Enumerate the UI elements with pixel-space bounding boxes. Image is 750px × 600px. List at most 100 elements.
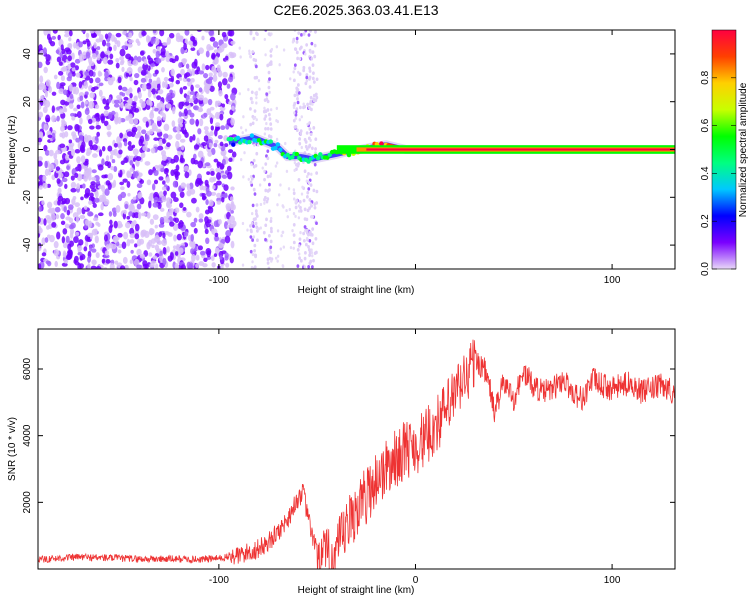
spectrogram-noise-cell [204,162,211,167]
spectrogram-noise-cell [254,217,257,221]
spectrogram-noise-cell [141,83,147,92]
spectrogram-noise-cell [151,124,158,132]
spectrogram-noise-cell [140,152,146,159]
spectrogram-noise-cell [128,118,135,125]
spectrogram-noise-cell [269,226,273,231]
spectrogram-noise-cell [105,155,110,162]
spectrogram-noise-cell [165,178,170,183]
spectrogram-noise-cell [110,166,115,171]
spectrogram-noise-cell [79,134,84,142]
spectrogram-noise-cell [129,167,134,173]
spectrogram-noise-cell [43,30,48,36]
spectrogram-noise-cell [267,112,271,117]
spectrogram-noise-cell [262,109,266,114]
spectrogram-noise-cell [208,142,213,148]
spectrogram-noise-cell [307,171,310,176]
spectrogram-noise-cell [309,183,313,187]
spectrogram-noise-cell [173,154,179,163]
spectrogram-noise-cell [114,116,119,125]
spectrogram-noise-cell [151,88,156,95]
spectrogram-noise-cell [310,56,314,61]
spectrogram-noise-cell [179,202,184,209]
spectrogram-noise-cell [87,167,92,175]
spectrogram-noise-cell [300,145,303,150]
spectrogram-noise-cell [137,130,141,138]
spectrogram-noise-cell [159,216,165,224]
spectrogram-noise-cell [250,221,254,226]
spectrogram-noise-cell [101,145,106,152]
spectrogram-noise-cell [201,63,206,71]
spectrogram-noise-cell [276,254,280,258]
spectrogram-noise-cell [210,170,215,176]
spectrogram-noise-cell [148,252,153,257]
spectrogram-noise-cell [144,140,148,147]
spectrogram-noise-cell [198,213,204,220]
figure-title: C2E6.2025.363.03.41.E13 [273,2,438,18]
spectrogram-noise-cell [89,245,93,252]
spectrogram-noise-cell [207,98,213,106]
spectrogram-noise-cell [140,229,145,238]
spectrogram-noise-cell [306,190,310,195]
spectrogram-noise-cell [175,133,182,141]
spectrogram-noise-cell [43,218,47,226]
spectrogram-noise-cell [163,133,169,139]
spectrogram-noise-cell [136,56,142,63]
spectrogram-noise-cell [286,215,289,219]
spectrogram-noise-cell [148,195,153,201]
spectrogram-noise-cell [255,225,259,229]
spectrogram-noise-cell [297,31,301,35]
spectrogram-noise-cell [275,106,279,110]
spectrogram-noise-cell [270,229,273,234]
spectrogram-noise-cell [101,258,106,264]
spectrogram-noise-cell [252,57,256,62]
spectrogram-noise-cell [147,36,152,42]
spectrogram-noise-cell [64,197,71,205]
spectrogram-noise-cell [154,107,159,112]
spectrogram-noise-cell [166,197,172,204]
spectrogram-noise-cell [135,38,140,44]
spectrogram-noise-cell [157,145,164,151]
spectrogram-noise-cell [52,30,58,34]
spectrogram-noise-cell [228,157,233,163]
spectrogram-noise-cell [180,264,186,269]
spectrogram-noise-cell [89,77,94,84]
spectrogram-noise-cell [195,84,200,89]
spectrogram-noise-cell [221,174,228,179]
spectrogram-noise-cell [148,169,153,176]
spectrogram-signal-cell [249,133,255,138]
spectrogram-noise-cell [147,55,151,61]
spectrogram-noise-cell [145,121,149,128]
spectrogram-noise-cell [156,77,161,84]
spectrogram-noise-cell [204,179,209,186]
spectrogram-noise-cell [314,250,318,255]
spectrogram-noise-cell [264,162,268,166]
spectrogram-noise-cell [41,237,46,246]
spectrogram-noise-cell [132,170,137,178]
spectrogram-noise-cell [265,217,268,222]
spectrogram-noise-cell [311,241,315,246]
spectrogram-noise-cell [107,145,113,152]
spectrogram-noise-cell [251,100,254,104]
spectrogram-noise-cell [119,169,123,178]
spectrogram-noise-cell [82,40,87,45]
spectrogram-noise-cell [189,112,195,118]
spectrogram-noise-cell [155,263,159,269]
spectrogram-signal-cell [294,151,300,157]
spectrogram-noise-cell [173,197,179,203]
spectrogram-noise-cell [87,255,91,263]
spectrogram-noise-cell [197,160,204,169]
spectrogram-noise-cell [253,266,256,269]
spectrogram-noise-cell [275,137,279,141]
spectrogram-noise-cell [279,183,282,187]
spectrogram-noise-cell [152,80,158,86]
spectrogram-noise-cell [148,227,154,236]
spectrogram-noise-cell [182,207,187,211]
spectrogram-noise-cell [117,249,122,254]
spectrogram-noise-cell [87,173,92,181]
spectrogram-noise-cell [67,72,73,79]
spectrogram-noise-cell [58,88,65,95]
spectrogram-noise-cell [296,100,300,105]
spectrogram-noise-cell [201,193,206,197]
spectrogram-noise-cell [263,106,266,110]
spectrogram-noise-cell [67,63,71,70]
